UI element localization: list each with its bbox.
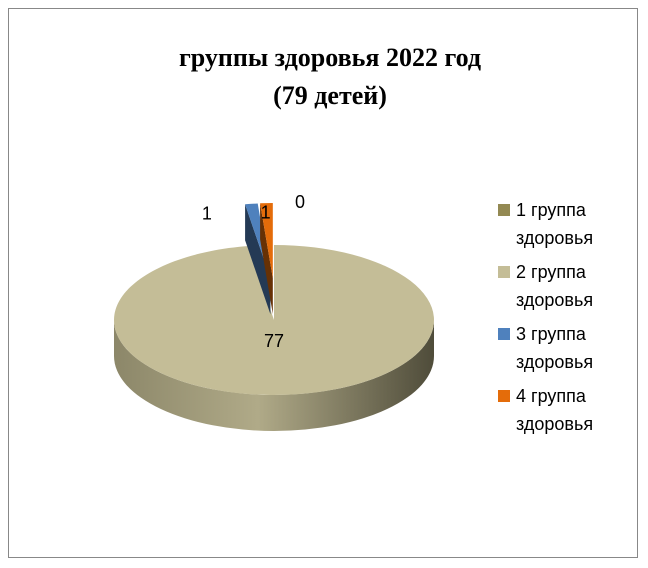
chart-title: группы здоровья 2022 год [179,43,481,72]
pie-slice [260,203,273,279]
legend-label: 2 группа здоровья [516,262,594,310]
legend-item: 2 группа здоровья [498,258,628,314]
legend-label: 1 группа здоровья [516,200,594,248]
legend-swatch [498,204,510,216]
legend-swatch [498,328,510,340]
pie-slice-edge [245,204,271,315]
legend-item: 1 группа здоровья [498,196,628,252]
chart-frame [8,8,638,558]
legend-label: 3 группа здоровья [516,324,594,372]
legend-swatch [498,266,510,278]
pie-slice-edge [260,203,273,315]
data-label: 1 [202,204,212,224]
legend-item: 4 группа здоровья [498,382,628,438]
legend-label: 4 группа здоровья [516,386,594,434]
legend-swatch [498,390,510,402]
data-label: 77 [264,331,284,351]
data-label: 0 [295,192,305,212]
pie-slice [114,245,435,395]
pie-side [114,320,434,431]
legend: 1 группа здоровья 2 группа здоровья 3 груп… [498,196,628,444]
chart-subtitle: (79 детей) [273,81,387,110]
data-label: 1 [261,203,271,223]
legend-item: 3 группа здоровья [498,320,628,376]
